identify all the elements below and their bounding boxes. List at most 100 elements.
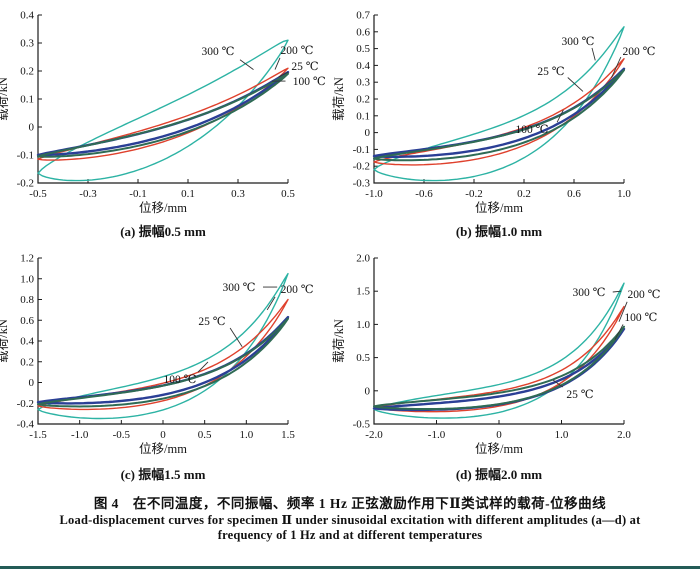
y-axis-label: 载荷/kN xyxy=(0,77,10,121)
subplot-d: -2.0 -1.0 0 1.0 2.0 2.0 1.5 1.0 0.5 0 -0.5 位移/mm 载荷/… xyxy=(330,245,700,492)
annotation-leader-200C xyxy=(266,296,276,311)
curve-300C xyxy=(37,39,289,182)
y-tick-label: -0.2 xyxy=(17,398,34,410)
annotation-label-100C: 100 ℃ xyxy=(624,312,657,324)
y-tick-label: 0.5 xyxy=(356,43,370,55)
annotation-label-100C: 100 ℃ xyxy=(516,124,549,136)
y-tick-label: 0.5 xyxy=(356,352,370,364)
annotation-leader-100C xyxy=(614,324,624,340)
subplot-c-canvas: -1.5 -1.0 -0.5 0 0.5 1.0 1.5 1.2 1.0 0.8 0.6 0.4 0.2… xyxy=(0,253,314,483)
annotation-leader-200C xyxy=(274,57,281,70)
annotation-leader-100C xyxy=(197,361,209,373)
subplot-d-canvas: -2.0 -1.0 0 1.0 2.0 2.0 1.5 1.0 0.5 0 -0.5 位移/mm 载荷/… xyxy=(332,253,661,483)
subplot-c: -1.5 -1.0 -0.5 0 0.5 1.0 1.5 1.2 1.0 0.8 0.6 0.4 0.2… xyxy=(0,245,350,492)
x-tick-label: -2.0 xyxy=(365,429,383,441)
annotation-label-300C: 300 ℃ xyxy=(562,36,595,48)
y-tick-label: 0 xyxy=(29,377,35,389)
y-tick-label: 0.6 xyxy=(356,26,370,38)
annotation-label-25C: 25 ℃ xyxy=(198,316,225,328)
annotation-leader-25C xyxy=(552,379,564,388)
x-tick-label: -0.5 xyxy=(29,188,47,200)
annotation-label-200C: 200 ℃ xyxy=(623,46,656,58)
curve-200C xyxy=(37,298,289,411)
annotation-leader-200C xyxy=(618,301,628,322)
figure-caption: 图 4 在不同温度，不同振幅、频率 1 Hz 正弦激励作用下Ⅱ类试样的载荷-位移… xyxy=(0,492,700,543)
y-tick-label: 2.0 xyxy=(356,253,370,265)
y-tick-label: 0.3 xyxy=(356,77,370,89)
curve-100C xyxy=(37,317,289,408)
curve-100C xyxy=(37,72,289,158)
annotation-leader-25C xyxy=(567,77,584,92)
y-tick-label: 1.2 xyxy=(20,253,34,265)
curve-25C xyxy=(36,70,290,157)
curve-25C xyxy=(372,67,626,158)
annotation-label-300C: 300 ℃ xyxy=(573,287,606,299)
y-tick-label: -0.5 xyxy=(353,419,371,431)
page-edge-bar xyxy=(0,566,700,569)
x-tick-label: 0.1 xyxy=(181,188,195,200)
annotation-label-200C: 200 ℃ xyxy=(281,284,314,296)
y-axis-label: 载荷/kN xyxy=(332,319,346,363)
annotation-leader-300C xyxy=(612,290,622,293)
annotation-leader-25C xyxy=(229,327,243,347)
x-axis-label: 位移/mm xyxy=(139,200,187,215)
curve-100C xyxy=(373,69,625,162)
y-tick-label: 0.6 xyxy=(20,315,34,327)
x-tick-label: -0.1 xyxy=(129,188,146,200)
x-tick-label: -1.0 xyxy=(71,429,89,441)
y-tick-label: 1.0 xyxy=(356,319,370,331)
subplot-b: -1.0 -0.6 -0.2 0.2 0.6 1.0 0.7 0.6 0.5 0.4 0.3 0.2 0… xyxy=(330,0,700,245)
annotation-label-100C: 100 ℃ xyxy=(293,76,326,88)
caption-english-line1: Load-displacement curves for specimen Ⅱ … xyxy=(59,513,641,527)
x-tick-label: 1.0 xyxy=(555,429,569,441)
x-tick-label: 0.5 xyxy=(281,188,295,200)
annotation-leader-100C xyxy=(556,109,564,123)
y-tick-label: 0 xyxy=(365,385,371,397)
curve-300C xyxy=(373,282,625,419)
y-tick-label: 0.2 xyxy=(20,356,34,368)
subplot-subtitle: (d) 振幅2.0 mm xyxy=(456,467,542,482)
x-tick-label: -0.3 xyxy=(79,188,97,200)
x-tick-label: 1.5 xyxy=(281,429,295,441)
x-tick-label: -0.5 xyxy=(113,429,131,441)
annotation-label-300C: 300 ℃ xyxy=(223,282,256,294)
y-axis-label: 载荷/kN xyxy=(0,319,10,363)
x-tick-label: 1.0 xyxy=(617,188,631,200)
annotation-leader-200C xyxy=(611,56,622,78)
x-tick-label: 2.0 xyxy=(617,429,631,441)
x-tick-label: 0.5 xyxy=(198,429,212,441)
x-tick-label: -1.5 xyxy=(29,429,47,441)
annotation-label-25C: 25 ℃ xyxy=(291,61,318,73)
caption-chinese: 图 4 在不同温度，不同振幅、频率 1 Hz 正弦激励作用下Ⅱ类试样的载荷-位移… xyxy=(93,496,607,511)
y-tick-label: 0.4 xyxy=(356,60,370,72)
annotation-label-200C: 200 ℃ xyxy=(628,289,661,301)
y-tick-label: 0.4 xyxy=(20,10,34,22)
y-tick-label: -0.1 xyxy=(17,150,34,162)
y-tick-label: 0.1 xyxy=(20,94,34,106)
annotation-label-300C: 300 ℃ xyxy=(202,46,235,58)
x-tick-label: -1.0 xyxy=(365,188,383,200)
curve-200C xyxy=(37,67,289,161)
annotation-label-25C: 25 ℃ xyxy=(566,389,593,401)
y-tick-label: 0.4 xyxy=(20,336,34,348)
x-axis-label: 位移/mm xyxy=(475,441,523,456)
y-tick-label: 1.0 xyxy=(20,273,34,285)
annotation-label-100C: 100 ℃ xyxy=(164,374,197,386)
curve-100C xyxy=(373,325,625,410)
caption-english-line2: frequency of 1 Hz and at different tempe… xyxy=(217,528,483,542)
y-tick-label: 0.7 xyxy=(356,10,370,22)
annotation-leader-300C xyxy=(591,47,596,61)
subplot-subtitle: (c) 振幅1.5 mm xyxy=(121,467,206,482)
x-tick-label: 0 xyxy=(160,429,166,441)
x-tick-label: 0 xyxy=(496,429,502,441)
y-tick-label: 0.2 xyxy=(356,94,370,106)
subplot-a-canvas: -0.5 -0.3 -0.1 0.1 0.3 0.5 0.4 0.3 0.2 0.1 0 -0.1 -0… xyxy=(0,10,326,240)
y-tick-label: -0.2 xyxy=(353,161,370,173)
subplot-b-canvas: -1.0 -0.6 -0.2 0.2 0.6 1.0 0.7 0.6 0.5 0.4 0.3 0.2 0… xyxy=(332,10,656,240)
y-axis-label: 载荷/kN xyxy=(332,77,346,121)
subplot-subtitle: (a) 振幅0.5 mm xyxy=(120,224,206,239)
x-axis-label: 位移/mm xyxy=(475,200,523,215)
curve-300C xyxy=(37,272,289,420)
x-tick-label: -0.2 xyxy=(465,188,482,200)
